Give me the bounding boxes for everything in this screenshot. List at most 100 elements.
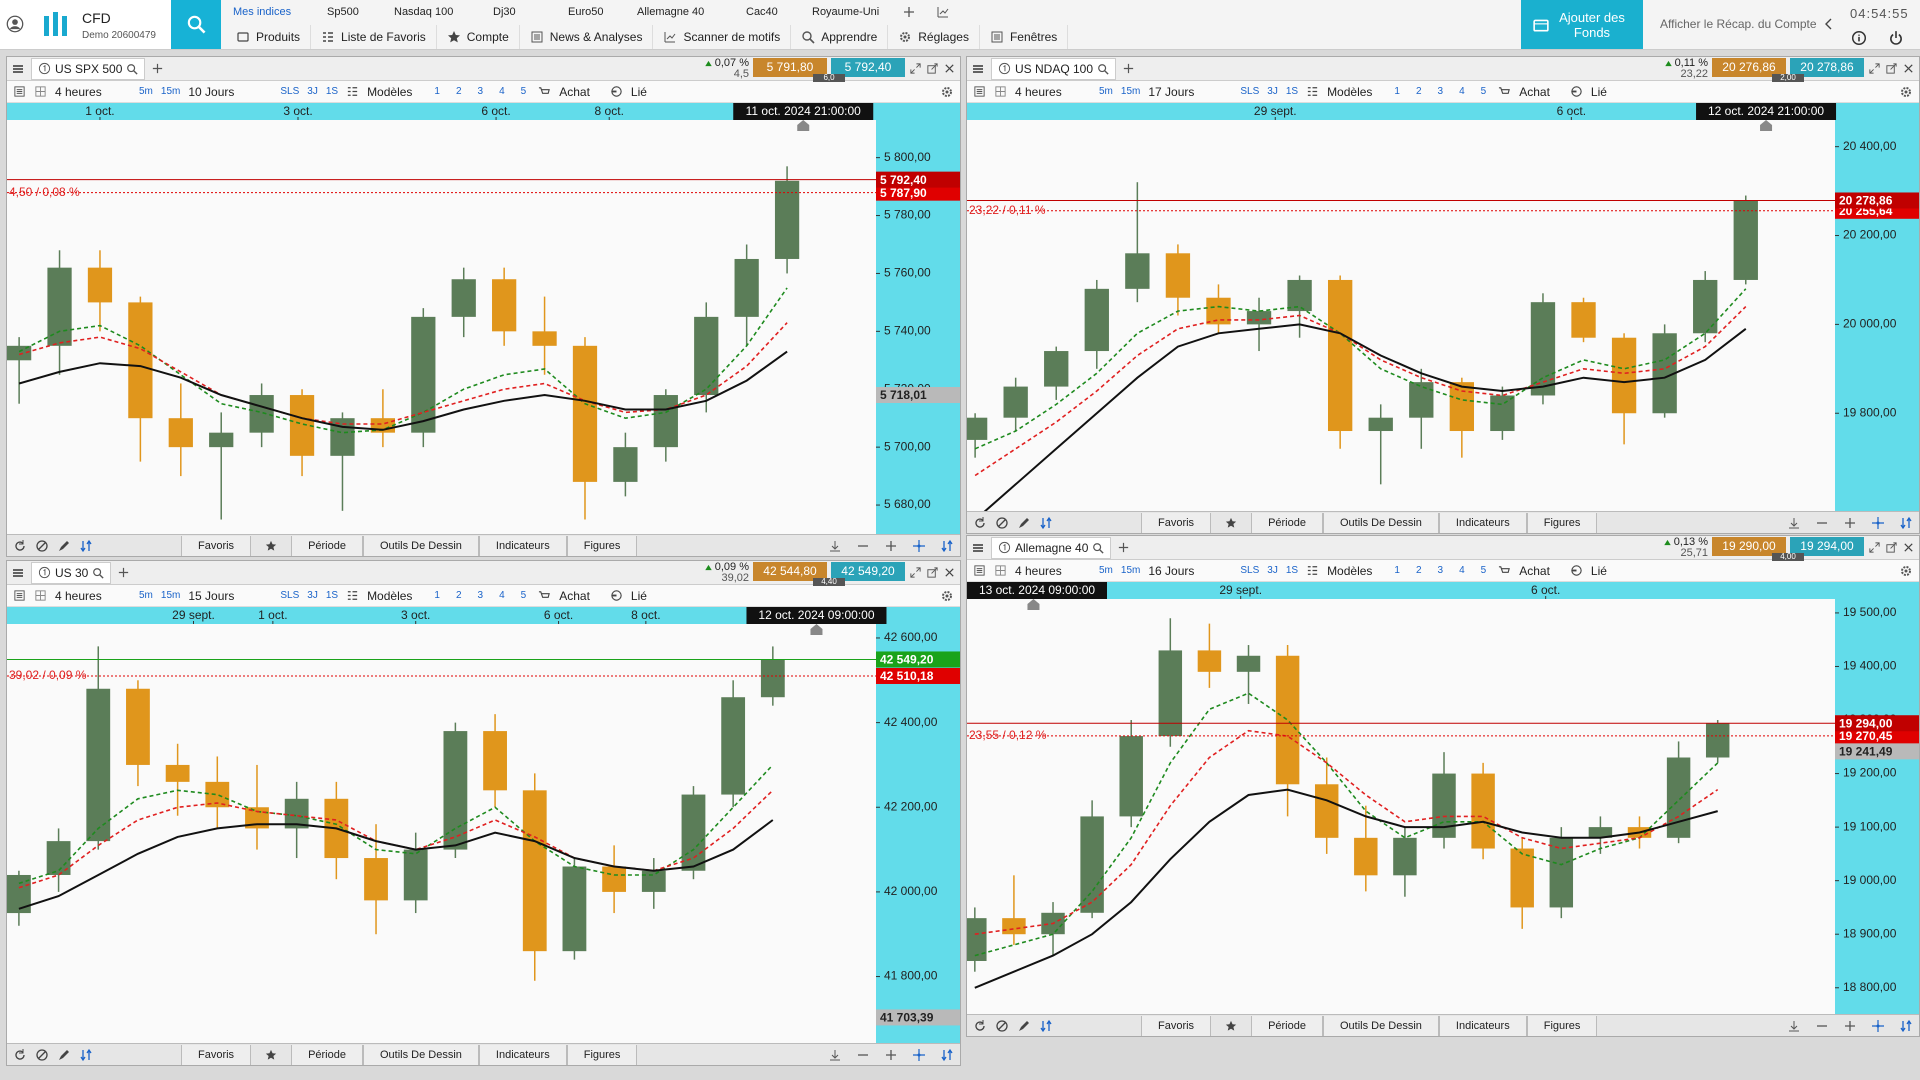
icon-doc[interactable] bbox=[973, 85, 986, 98]
search-button[interactable] bbox=[171, 0, 221, 49]
icon-plus[interactable] bbox=[902, 5, 916, 19]
icon-pen[interactable] bbox=[57, 1048, 71, 1062]
menu-item[interactable]: Scanner de motifs bbox=[653, 25, 792, 49]
icon-plus[interactable] bbox=[1843, 516, 1857, 530]
range-button[interactable]: 1S bbox=[325, 86, 339, 97]
bid-price[interactable]: 19 290,00 bbox=[1712, 536, 1786, 556]
icon-tool[interactable] bbox=[828, 539, 842, 553]
index-link[interactable]: Royaume-Uni bbox=[812, 6, 880, 18]
icon-grid[interactable] bbox=[994, 85, 1007, 98]
intraday-button[interactable]: 5m bbox=[1099, 565, 1113, 576]
range-button[interactable]: SLS bbox=[280, 86, 300, 97]
footer-tab[interactable]: Outils De Dessin bbox=[362, 535, 479, 556]
icon-close[interactable] bbox=[1902, 541, 1915, 554]
trade-button[interactable]: Achat bbox=[1519, 563, 1550, 578]
icon-minus[interactable] bbox=[1815, 516, 1829, 530]
icon-info[interactable] bbox=[1851, 30, 1867, 46]
icon-arrows[interactable] bbox=[940, 1048, 954, 1062]
range-button[interactable]: 1S bbox=[1285, 86, 1299, 97]
bid-price[interactable]: 42 544,80 bbox=[753, 561, 827, 581]
slot-button[interactable]: 1 bbox=[1394, 86, 1400, 97]
timeframe[interactable]: 4 heures bbox=[1015, 84, 1062, 99]
intraday-button[interactable]: 15m bbox=[1120, 565, 1141, 576]
icon-arrows[interactable] bbox=[79, 1048, 93, 1062]
icon-arrows[interactable] bbox=[1899, 516, 1913, 530]
footer-tab[interactable]: Outils De Dessin bbox=[1322, 512, 1439, 533]
templates-button[interactable]: Modèles bbox=[367, 588, 413, 603]
trade-button[interactable]: Achat bbox=[559, 84, 590, 99]
footer-tab[interactable]: Période bbox=[291, 535, 363, 556]
account-summary[interactable]: Afficher le Récap. du Compte bbox=[1660, 17, 1817, 31]
icon-menu[interactable] bbox=[11, 62, 25, 76]
ask-price[interactable]: 5 792,40 bbox=[831, 57, 905, 77]
slot-button[interactable]: 4 bbox=[499, 590, 505, 601]
intraday-button[interactable]: 15m bbox=[160, 86, 181, 97]
menu-item[interactable]: Produits bbox=[226, 25, 312, 49]
ask-price[interactable]: 42 549,20 bbox=[831, 561, 905, 581]
icon-doc[interactable] bbox=[13, 85, 26, 98]
menu-item[interactable]: Compte bbox=[437, 25, 520, 49]
icon-menu[interactable] bbox=[971, 541, 985, 555]
icon-plus[interactable] bbox=[117, 566, 130, 579]
icon-refresh[interactable] bbox=[13, 539, 27, 553]
icon-chart[interactable] bbox=[936, 5, 950, 19]
icon-doc[interactable] bbox=[973, 564, 986, 577]
timeframe[interactable]: 4 heures bbox=[55, 84, 102, 99]
trade-button[interactable]: Achat bbox=[1519, 84, 1550, 99]
slot-button[interactable]: 3 bbox=[477, 86, 484, 97]
icon-expand[interactable] bbox=[909, 566, 922, 579]
link-button[interactable]: Lié bbox=[1590, 84, 1607, 99]
menu-item[interactable]: Apprendre bbox=[791, 25, 889, 49]
icon-doc[interactable] bbox=[13, 589, 26, 602]
icon-refresh[interactable] bbox=[973, 516, 987, 530]
icon-refresh[interactable] bbox=[13, 1048, 27, 1062]
icon-expand[interactable] bbox=[909, 62, 922, 75]
footer-tab[interactable]: Indicateurs bbox=[1438, 1015, 1527, 1036]
icon-plus[interactable] bbox=[884, 1048, 898, 1062]
range-button[interactable]: 3J bbox=[1267, 565, 1278, 576]
icon-star[interactable] bbox=[1225, 517, 1237, 529]
footer-tab[interactable]: Figures bbox=[1526, 1015, 1598, 1036]
index-link[interactable]: Allemagne 40 bbox=[637, 6, 705, 18]
icon-plus[interactable] bbox=[151, 62, 164, 75]
icon-expand[interactable] bbox=[1868, 62, 1881, 75]
range-button[interactable]: 3J bbox=[307, 86, 318, 97]
slot-button[interactable]: 4 bbox=[499, 86, 505, 97]
footer-tab[interactable]: Figures bbox=[1526, 512, 1598, 533]
icon-gear[interactable] bbox=[1899, 564, 1913, 578]
slot-button[interactable]: 3 bbox=[1437, 86, 1444, 97]
icon-ban[interactable] bbox=[35, 539, 49, 553]
timeframe[interactable]: 4 heures bbox=[55, 588, 102, 603]
icon-cross[interactable] bbox=[912, 1048, 926, 1062]
period[interactable]: 15 Jours bbox=[188, 588, 235, 603]
index-link[interactable]: Euro50 bbox=[568, 6, 604, 18]
slot-button[interactable]: 1 bbox=[434, 86, 440, 97]
icon-gear[interactable] bbox=[1899, 85, 1913, 99]
templates-button[interactable]: Modèles bbox=[1327, 84, 1373, 99]
slot-button[interactable]: 1 bbox=[434, 590, 440, 601]
symbol-tab[interactable]: Allemagne 40 bbox=[991, 536, 1112, 559]
period[interactable]: 17 Jours bbox=[1148, 84, 1195, 99]
icon-star[interactable] bbox=[1225, 1020, 1237, 1032]
icon-grid[interactable] bbox=[34, 589, 47, 602]
icon-grid[interactable] bbox=[994, 564, 1007, 577]
timeframe[interactable]: 4 heures bbox=[1015, 563, 1062, 578]
icon-arrows[interactable] bbox=[1039, 516, 1053, 530]
icon-close[interactable] bbox=[943, 62, 956, 75]
icon-arrows[interactable] bbox=[79, 539, 93, 553]
menu-item[interactable]: News & Analyses bbox=[520, 25, 654, 49]
icon-star[interactable] bbox=[265, 1049, 277, 1061]
icon-cross[interactable] bbox=[912, 539, 926, 553]
icon-popout[interactable] bbox=[1885, 62, 1898, 75]
bid-price[interactable]: 5 791,80 bbox=[753, 57, 827, 77]
icon-search[interactable] bbox=[1097, 63, 1109, 75]
templates-button[interactable]: Modèles bbox=[367, 84, 413, 99]
slot-button[interactable]: 1 bbox=[1394, 565, 1400, 576]
period[interactable]: 16 Jours bbox=[1148, 563, 1195, 578]
icon-cross[interactable] bbox=[1871, 1019, 1885, 1033]
icon-expand[interactable] bbox=[1868, 541, 1881, 554]
range-button[interactable]: 3J bbox=[307, 590, 318, 601]
slot-button[interactable]: 2 bbox=[455, 86, 462, 97]
trade-button[interactable]: Achat bbox=[559, 588, 590, 603]
icon-tool[interactable] bbox=[828, 1048, 842, 1062]
